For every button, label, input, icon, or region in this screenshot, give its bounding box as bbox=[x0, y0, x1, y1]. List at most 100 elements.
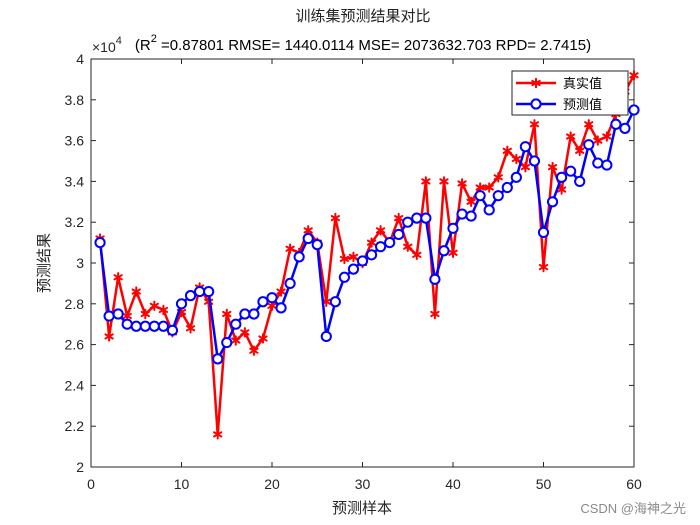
series-real-point bbox=[276, 286, 286, 297]
series-real-point bbox=[240, 327, 250, 338]
series-real-point bbox=[593, 135, 603, 146]
series-real-point bbox=[511, 153, 522, 165]
legend: 真实值 预测值 bbox=[511, 70, 629, 116]
subtitle-superscript: 2 bbox=[151, 33, 157, 45]
series-real-point bbox=[348, 251, 359, 263]
series-pred-point bbox=[257, 296, 269, 308]
series-real-point bbox=[584, 119, 594, 130]
exponent-power: 4 bbox=[116, 35, 122, 47]
series-pred-point bbox=[574, 175, 586, 187]
series-real-point bbox=[375, 225, 386, 236]
series-pred-point bbox=[465, 210, 477, 222]
series-pred-point bbox=[121, 318, 133, 330]
series-real-point bbox=[330, 212, 341, 224]
y-tick-label: 4 bbox=[76, 51, 84, 67]
series-real-point bbox=[575, 145, 585, 156]
series-real-point bbox=[629, 70, 639, 81]
series-pred-point bbox=[139, 320, 151, 332]
series-pred-point bbox=[293, 251, 305, 263]
series-pred-point bbox=[546, 196, 559, 208]
series-pred-point bbox=[619, 122, 631, 134]
watermark: CSDN @海神之光 bbox=[580, 501, 686, 516]
data-series bbox=[94, 70, 640, 440]
series-real-point bbox=[529, 119, 540, 130]
series-real-point bbox=[403, 241, 413, 252]
series-real-point bbox=[231, 335, 241, 346]
series-pred-point bbox=[483, 204, 495, 216]
series-pred-point bbox=[375, 241, 387, 253]
legend-symbol-pred bbox=[530, 98, 542, 110]
series-real-point bbox=[140, 308, 150, 320]
series-pred-point bbox=[130, 320, 142, 332]
series-pred-point bbox=[537, 226, 550, 238]
series-pred-point bbox=[456, 208, 468, 220]
series-pred-point bbox=[338, 271, 350, 283]
series-real-point bbox=[258, 333, 268, 344]
series-pred-point bbox=[320, 330, 332, 343]
series-real-point bbox=[493, 172, 503, 183]
series-pred-point bbox=[447, 222, 459, 234]
x-tick-label: 60 bbox=[626, 476, 642, 492]
series-real-point bbox=[131, 286, 141, 297]
exponent-base: ×10 bbox=[92, 39, 116, 55]
series-pred-point bbox=[157, 320, 169, 332]
series-pred-point bbox=[266, 292, 278, 304]
series-pred-point bbox=[230, 318, 242, 330]
series-real-point bbox=[439, 176, 449, 187]
y-exponent-label: ×104 bbox=[92, 35, 122, 55]
legend-marker-real bbox=[531, 77, 541, 89]
chart-subtitle: (R2 =0.87801 RMSE= 1440.0114 MSE= 207363… bbox=[135, 33, 591, 54]
series-pred-point bbox=[221, 336, 233, 349]
series-real-point bbox=[412, 249, 422, 261]
y-tick-label: 3.6 bbox=[65, 133, 85, 149]
series-real-point bbox=[602, 131, 612, 142]
series-real-point bbox=[484, 182, 494, 193]
series-pred-point bbox=[438, 245, 450, 257]
series-real-point bbox=[565, 131, 576, 142]
series-pred-point bbox=[393, 228, 405, 241]
series-real-point bbox=[556, 184, 567, 195]
legend-label-real: 真实值 bbox=[563, 76, 602, 92]
series-pred-point bbox=[194, 285, 206, 298]
y-tick-label: 2 bbox=[76, 459, 84, 475]
series-real-point bbox=[104, 331, 114, 342]
series-real-point bbox=[149, 300, 160, 312]
y-tick-label: 3.8 bbox=[65, 92, 85, 108]
series-pred-point bbox=[302, 232, 314, 245]
series-real-point bbox=[285, 243, 295, 254]
y-tick-label: 3.2 bbox=[65, 214, 85, 230]
y-tick-label: 3 bbox=[76, 255, 84, 271]
series-pred-point bbox=[556, 171, 568, 183]
subtitle-rest: =0.87801 RMSE= 1440.0114 MSE= 2073632.70… bbox=[157, 37, 591, 54]
series-real-point bbox=[185, 323, 196, 334]
y-tick-label: 2.2 bbox=[65, 418, 85, 434]
series-pred-point bbox=[592, 157, 604, 169]
legend-box bbox=[511, 70, 629, 116]
series-pred-point bbox=[112, 308, 124, 320]
series-pred-point bbox=[384, 237, 396, 249]
series-pred-point bbox=[474, 190, 486, 202]
series-pred-point bbox=[501, 181, 513, 194]
series-real-point bbox=[547, 161, 558, 173]
legend-symbol-real bbox=[531, 77, 541, 89]
series-real-point bbox=[366, 237, 377, 248]
series-pred-point bbox=[601, 159, 613, 171]
series-pred-point bbox=[565, 165, 577, 177]
subtitle-open: (R bbox=[135, 37, 151, 54]
series-pred-point bbox=[239, 308, 251, 320]
series-pred-point bbox=[184, 290, 197, 302]
x-tick-label: 20 bbox=[264, 476, 280, 492]
series-real-point bbox=[158, 304, 169, 316]
series-pred-point bbox=[347, 263, 360, 275]
series-pred-point bbox=[94, 237, 106, 249]
series-pred-point bbox=[166, 324, 179, 336]
series-pred-point bbox=[528, 155, 541, 167]
series-pred-point bbox=[175, 298, 188, 310]
x-axis-label: 预测样本 bbox=[332, 499, 392, 517]
series-real-point bbox=[339, 253, 350, 265]
x-tick-label: 40 bbox=[445, 476, 461, 492]
x-tick-label: 50 bbox=[536, 476, 552, 492]
series-pred-point bbox=[510, 171, 522, 183]
series-pred-point bbox=[148, 320, 160, 332]
y-axis-label: 预测结果 bbox=[35, 233, 53, 293]
